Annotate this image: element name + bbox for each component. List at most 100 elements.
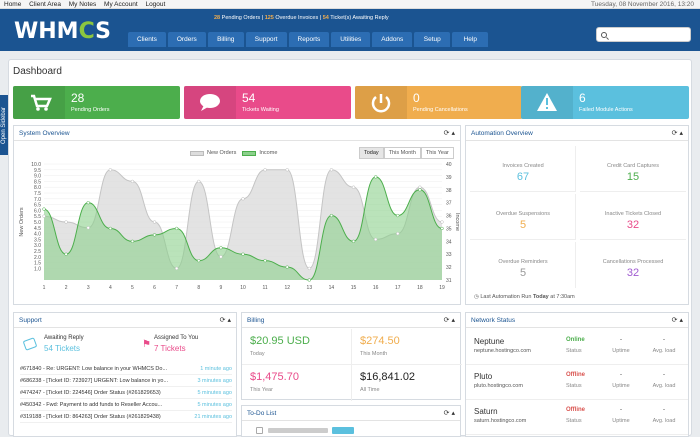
- new-orders-point[interactable]: [108, 168, 112, 172]
- income-point[interactable]: [152, 233, 157, 237]
- new-orders-point[interactable]: [374, 237, 378, 242]
- alert-text[interactable]: Pending Orders: [221, 15, 261, 21]
- ticket-subject[interactable]: #474247 - [Ticket ID: 224546] Order Stat…: [20, 390, 161, 396]
- automation-item[interactable]: Overdue Suspensions 5: [470, 194, 576, 240]
- alert-text[interactable]: Overdue Invoices: [275, 15, 319, 21]
- income-point[interactable]: [219, 246, 223, 250]
- assigned-count[interactable]: 7 Tickets: [154, 344, 186, 353]
- nav-clients[interactable]: Clients: [128, 32, 166, 47]
- automation-item[interactable]: Cancellations Processed 32: [580, 242, 686, 288]
- ticket-row[interactable]: #450342 - Fwd: Payment to add funds to R…: [20, 399, 232, 411]
- refresh-icon[interactable]: ⟳: [443, 130, 450, 137]
- nav-help[interactable]: Help: [452, 32, 489, 47]
- alert-count[interactable]: 54: [322, 15, 329, 21]
- income-point[interactable]: [42, 207, 46, 211]
- todo-checkbox[interactable]: [256, 427, 263, 434]
- new-orders-point[interactable]: [86, 226, 90, 230]
- income-point[interactable]: [130, 239, 135, 243]
- income-point[interactable]: [307, 278, 311, 282]
- collapse-icon[interactable]: ▴: [679, 130, 683, 137]
- new-orders-point[interactable]: [241, 197, 245, 201]
- collapse-icon[interactable]: ▴: [679, 317, 683, 324]
- alert-count[interactable]: 125: [264, 15, 274, 21]
- new-orders-point[interactable]: [175, 266, 179, 271]
- nav-orders[interactable]: Orders: [167, 32, 206, 47]
- server-row[interactable]: Pluto pluto.hostingco.com Offline Status - Up…: [466, 366, 688, 400]
- income-point[interactable]: [64, 252, 68, 256]
- ticket-row[interactable]: #319188 - [Ticket ID: 864263] Order Stat…: [20, 411, 232, 423]
- collapse-icon[interactable]: ▴: [451, 410, 455, 417]
- range-today[interactable]: Today: [359, 147, 384, 159]
- alert-count[interactable]: 28: [214, 15, 221, 21]
- income-point[interactable]: [263, 259, 267, 263]
- stat-pending-cancellations[interactable]: 0 Pending Cancellations: [355, 86, 522, 119]
- income-point[interactable]: [396, 213, 400, 218]
- automation-item[interactable]: Credit Card Captures 15: [580, 146, 686, 192]
- new-orders-point[interactable]: [152, 220, 157, 224]
- income-point[interactable]: [175, 226, 179, 231]
- my-notes-link[interactable]: My Notes: [68, 1, 97, 8]
- income-point[interactable]: [108, 226, 112, 231]
- income-point[interactable]: [329, 213, 334, 218]
- range-this-year[interactable]: This Year: [420, 147, 454, 159]
- refresh-icon[interactable]: ⟳: [671, 317, 678, 324]
- stat-failed-module-actions[interactable]: 6 Failed Module Actions: [521, 86, 689, 119]
- new-orders-point[interactable]: [64, 220, 68, 224]
- refresh-icon[interactable]: ⟳: [443, 410, 450, 417]
- income-point[interactable]: [241, 252, 245, 256]
- income-point[interactable]: [285, 265, 289, 269]
- income-point[interactable]: [418, 188, 422, 192]
- income-point[interactable]: [374, 175, 378, 179]
- new-orders-point[interactable]: [329, 168, 334, 172]
- income-point[interactable]: [440, 226, 444, 231]
- stat-pending-orders[interactable]: 28 Pending Orders: [13, 86, 180, 119]
- new-orders-point[interactable]: [197, 179, 201, 184]
- income-point[interactable]: [86, 201, 90, 205]
- income-point[interactable]: [197, 259, 201, 263]
- awaiting-reply-count[interactable]: 54 Tickets: [44, 344, 80, 353]
- search-input[interactable]: [596, 27, 691, 42]
- ticket-subject[interactable]: #319188 - [Ticket ID: 864263] Order Stat…: [20, 414, 161, 420]
- logout-link[interactable]: Logout: [145, 1, 166, 8]
- new-orders-point[interactable]: [42, 214, 46, 218]
- refresh-icon[interactable]: ⟳: [443, 317, 450, 324]
- new-orders-point[interactable]: [285, 168, 289, 172]
- server-row[interactable]: Saturn saturn.hostingco.com Offline Status -…: [466, 401, 688, 435]
- automation-item[interactable]: Overdue Reminders 5: [470, 242, 576, 288]
- new-orders-point[interactable]: [351, 185, 356, 189]
- ticket-subject[interactable]: #671840 - Re: URGENT: Low balance in you…: [20, 366, 168, 372]
- new-orders-point[interactable]: [396, 231, 400, 236]
- nav-addons[interactable]: Addons: [372, 32, 413, 47]
- whmcs-logo[interactable]: WHMCS: [14, 19, 111, 44]
- new-orders-point[interactable]: [307, 266, 311, 271]
- collapse-icon[interactable]: ▴: [227, 317, 231, 324]
- server-row[interactable]: Neptune neptune.hostingco.com Online Status…: [466, 331, 688, 365]
- ticket-row[interactable]: #474247 - [Ticket ID: 224546] Order Stat…: [20, 387, 232, 399]
- stat-tickets-waiting[interactable]: 54 Tickets Waiting: [184, 86, 351, 119]
- automation-item[interactable]: Invoices Created 67: [470, 146, 576, 192]
- home-link[interactable]: Home: [4, 1, 22, 8]
- new-orders-point[interactable]: [130, 179, 135, 184]
- my-account-link[interactable]: My Account: [104, 1, 138, 8]
- collapse-icon[interactable]: ▴: [451, 130, 455, 137]
- alert-text[interactable]: Ticket(s) Awaiting Reply: [330, 15, 389, 21]
- refresh-icon[interactable]: ⟳: [671, 130, 678, 137]
- ticket-subject[interactable]: #686238 - [Ticket ID: 723927] URGENT: Lo…: [20, 378, 169, 384]
- nav-reports[interactable]: Reports: [288, 32, 330, 47]
- income-point[interactable]: [351, 239, 356, 243]
- nav-billing[interactable]: Billing: [207, 32, 244, 47]
- new-orders-point[interactable]: [263, 168, 267, 172]
- automation-item[interactable]: Inactive Tickets Closed 32: [580, 194, 686, 240]
- nav-setup[interactable]: Setup: [414, 32, 451, 47]
- new-orders-point[interactable]: [440, 220, 444, 224]
- new-orders-point[interactable]: [219, 255, 223, 259]
- refresh-icon[interactable]: ⟳: [219, 317, 226, 324]
- nav-support[interactable]: Support: [245, 32, 287, 47]
- range-this-month[interactable]: This Month: [383, 147, 421, 159]
- client-area-link[interactable]: Client Area: [29, 1, 61, 8]
- nav-utilities[interactable]: Utilities: [331, 32, 371, 47]
- collapse-icon[interactable]: ▴: [451, 317, 455, 324]
- ticket-row[interactable]: #686238 - [Ticket ID: 723927] URGENT: Lo…: [20, 375, 232, 387]
- ticket-subject[interactable]: #450342 - Fwd: Payment to add funds to R…: [20, 402, 163, 408]
- ticket-row[interactable]: #671840 - Re: URGENT: Low balance in you…: [20, 363, 232, 375]
